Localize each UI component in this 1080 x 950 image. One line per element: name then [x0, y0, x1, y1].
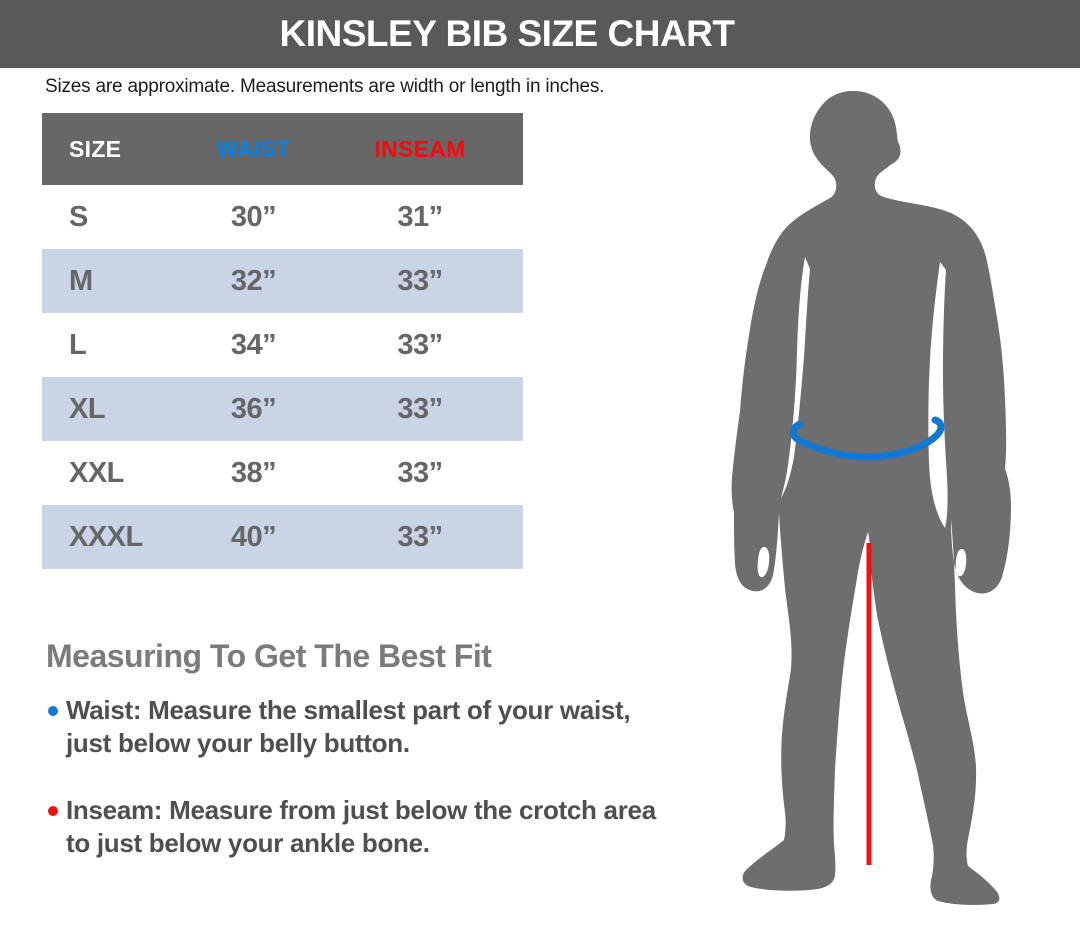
inseam-bullet-text: Inseam: Measure from just below the crot…: [66, 794, 656, 860]
waist-bullet-text: Waist: Measure the smallest part of your…: [66, 694, 631, 760]
cell-inseam: 31”: [397, 200, 443, 233]
cell-size: L: [69, 328, 87, 361]
column-header-inseam: INSEAM: [374, 135, 466, 162]
subtitle: Sizes are approximate. Measurements are …: [45, 76, 605, 97]
bullet-line: Waist: Measure the smallest part of your…: [66, 695, 631, 725]
page-title: KINSLEY BIB SIZE CHART: [279, 13, 735, 54]
measuring-heading: Measuring To Get The Best Fit: [46, 638, 492, 674]
inseam-bullet-dot: [48, 806, 58, 816]
cell-waist: 34”: [230, 328, 277, 361]
cell-waist: 30”: [230, 200, 277, 233]
table-row: XXXL 40” 33”: [42, 505, 523, 569]
bullet-waist: Waist: Measure the smallest part of your…: [48, 694, 631, 760]
bullet-inseam: Inseam: Measure from just below the crot…: [48, 794, 656, 860]
column-header-waist: WAIST: [216, 135, 291, 162]
cell-inseam: 33”: [397, 392, 443, 425]
cell-waist: 40”: [230, 520, 277, 553]
man-silhouette: [700, 85, 1015, 945]
size-table: SIZE WAIST INSEAM S 30” 31” M 32” 33” L …: [42, 113, 523, 569]
man-silhouette-svg: [731, 90, 1011, 905]
cell-waist: 36”: [230, 392, 277, 425]
cell-size: M: [69, 264, 93, 297]
cell-inseam: 33”: [397, 264, 443, 297]
cell-waist: 38”: [230, 456, 277, 489]
cell-inseam: 33”: [397, 328, 443, 361]
banner: KINSLEY BIB SIZE CHART: [0, 0, 1014, 68]
size-table-body: S 30” 31” M 32” 33” L 34” 33” XL 36” 33”…: [42, 185, 523, 569]
body-silhouette: [731, 90, 1011, 905]
bullet-line: Inseam: Measure from just below the crot…: [66, 795, 656, 825]
table-row: S 30” 31”: [42, 185, 523, 249]
waist-bullet-dot: [48, 706, 58, 716]
column-header-size: SIZE: [69, 135, 122, 162]
cell-waist: 32”: [230, 264, 277, 297]
size-table-header: SIZE WAIST INSEAM: [42, 113, 523, 185]
table-row: L 34” 33”: [42, 313, 523, 377]
cell-inseam: 33”: [397, 456, 443, 489]
cell-size: S: [69, 200, 88, 233]
cell-size: XXL: [69, 456, 124, 489]
table-row: XXL 38” 33”: [42, 441, 523, 505]
cell-size: XXXL: [69, 520, 143, 553]
table-row: M 32” 33”: [42, 249, 523, 313]
cell-size: XL: [69, 392, 106, 425]
banner-background: [0, 0, 1080, 68]
waist-measure-tape: [789, 416, 945, 461]
table-row: XL 36” 33”: [42, 377, 523, 441]
bullet-line: to just below your ankle bone.: [66, 828, 430, 858]
bullet-line: just below your belly button.: [66, 728, 410, 758]
cell-inseam: 33”: [397, 520, 443, 553]
